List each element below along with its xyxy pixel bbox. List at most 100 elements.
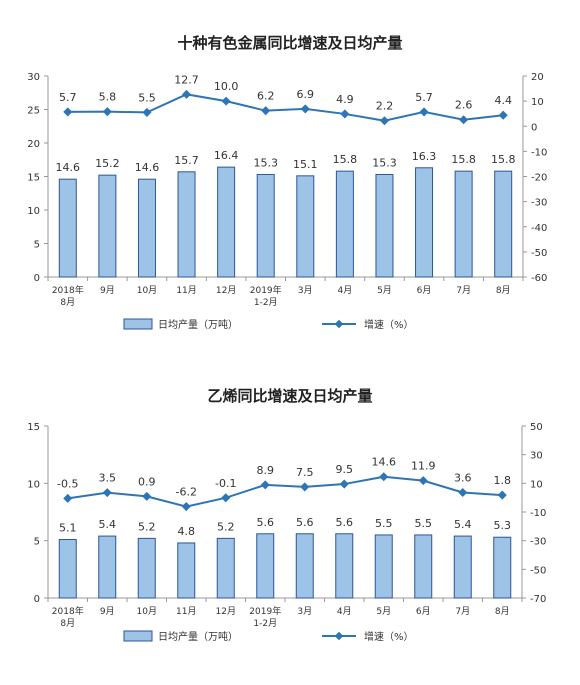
right-tick-label: -70: [530, 594, 546, 605]
line-point: [221, 96, 231, 106]
x-tick-label: 9月: [100, 285, 115, 296]
x-tick-label: 11月: [176, 606, 196, 617]
bar: [335, 533, 354, 599]
bar-value-label: 16.3: [412, 150, 437, 163]
right-tick-label: -30: [530, 537, 546, 548]
legend-bar-swatch: [123, 630, 153, 642]
right-tick-label: 50: [530, 422, 543, 433]
left-tick-label: 25: [27, 106, 40, 117]
bar: [177, 542, 196, 599]
line-point: [261, 106, 271, 116]
line-value-label: 6.2: [257, 90, 275, 103]
x-tick-label: 12月: [216, 285, 236, 296]
line-value-label: 12.7: [174, 73, 199, 86]
line-value-label: 11.9: [411, 460, 436, 473]
legend-bar-label: 日均产量（万吨）: [158, 318, 238, 331]
x-tick-label: 8月: [60, 618, 75, 629]
line-point: [339, 479, 349, 489]
right-tick-label: -30: [531, 198, 547, 209]
x-tick-label: 2019年: [249, 605, 281, 617]
line-value-label: 10.0: [214, 80, 239, 93]
bar-value-label: 15.1: [293, 158, 318, 171]
x-tick-label: 4月: [337, 606, 352, 617]
legend-bar-swatch: [123, 318, 153, 330]
bar-value-label: 5.2: [138, 520, 156, 533]
bar-value-label: 5.5: [415, 517, 433, 530]
bar: [453, 535, 472, 599]
bar: [295, 533, 314, 599]
right-tick-label: -50: [531, 248, 547, 259]
line-point: [300, 104, 310, 114]
line-value-label: 2.6: [455, 99, 473, 112]
right-tick-label: -10: [530, 508, 546, 519]
x-tick-label: 5月: [377, 285, 392, 296]
right-tick-label: -50: [530, 565, 546, 576]
left-tick-label: 20: [27, 139, 40, 150]
line-value-label: -0.5: [57, 477, 78, 490]
line-value-label: 0.9: [138, 475, 156, 488]
line-value-label: 5.7: [415, 91, 433, 104]
line-point: [102, 488, 112, 498]
legend-bar-label: 日均产量（万吨）: [158, 630, 238, 643]
right-tick-label: -40: [531, 223, 547, 234]
line-value-label: 6.9: [297, 88, 315, 101]
line-point: [458, 487, 468, 498]
bar-value-label: 15.8: [491, 153, 516, 166]
x-tick-label: 6月: [417, 285, 432, 296]
x-tick-label: 11月: [176, 285, 196, 296]
legend-line-label: 增速（%）: [364, 630, 414, 643]
line-value-label: -6.2: [176, 486, 197, 499]
line-point: [102, 107, 112, 117]
line-value-label: 1.8: [494, 474, 512, 487]
bar-value-label: 15.2: [95, 157, 120, 170]
line-point: [379, 116, 389, 126]
line-value-label: 4.4: [494, 94, 512, 107]
right-tick-label: 0: [531, 122, 537, 133]
bar-value-label: 5.6: [336, 516, 354, 529]
bar-value-label: 5.6: [296, 516, 314, 529]
right-tick-label: -10: [531, 147, 547, 158]
line-point: [379, 472, 389, 482]
chart-ethylene: 乙烯同比增速及日均产量 0 5 10 15 -70 -50 -30 -10 10 30 50 2018…: [0, 345, 580, 681]
chart-nonferrous-metals: 十种有色金属同比增速及日均产量 0 5 10 15 20 25 30 -60 -50 -40 -30…: [27, 34, 547, 331]
line-value-label: 14.6: [372, 456, 397, 469]
line-point: [182, 89, 192, 99]
bar-value-label: 5.4: [99, 518, 117, 531]
bar-value-label: 5.5: [375, 517, 393, 530]
right-tick-label: 10: [530, 479, 543, 490]
left-tick-label: 0: [34, 273, 40, 284]
growth-line: [67, 475, 503, 508]
line-point: [142, 491, 152, 501]
bar: [98, 174, 117, 278]
line-point: [260, 480, 270, 490]
line-point: [181, 502, 191, 512]
legend-line-marker: [334, 631, 344, 641]
line-value-label: -0.1: [215, 477, 236, 490]
x-tick-label: 10月: [137, 606, 157, 617]
right-tick-label: 20: [531, 72, 544, 83]
bar-value-label: 15.3: [253, 156, 278, 169]
x-tick-label: 1-2月: [253, 618, 277, 629]
line-value-label: 8.9: [257, 464, 275, 477]
x-tick-label: 4月: [338, 285, 353, 296]
bar-value-label: 16.4: [214, 149, 239, 162]
bar: [493, 536, 512, 599]
line-point: [221, 493, 231, 503]
x-tick-label: 12月: [216, 606, 236, 617]
bar-value-label: 5.6: [257, 516, 275, 529]
bar: [335, 170, 354, 278]
left-tick-label: 0: [34, 594, 40, 605]
chart-title: 十种有色金属同比增速及日均产量: [177, 34, 403, 52]
bar-value-label: 14.6: [135, 161, 160, 174]
bar-value-label: 15.3: [372, 156, 397, 169]
line-value-label: 5.5: [138, 91, 156, 104]
line-value-label: 3.5: [99, 472, 117, 485]
chart-plot: 0 5 10 15 20 25 30 -60 -50 -40 -30 -20 -10 0 10 20 2018年…: [27, 72, 547, 331]
line-point: [340, 109, 350, 119]
x-tick-label: 6月: [416, 606, 431, 617]
bar: [58, 539, 77, 599]
left-tick-label: 10: [27, 479, 40, 490]
bar: [98, 535, 117, 599]
x-tick-label: 8月: [496, 285, 511, 296]
bar: [137, 178, 156, 278]
